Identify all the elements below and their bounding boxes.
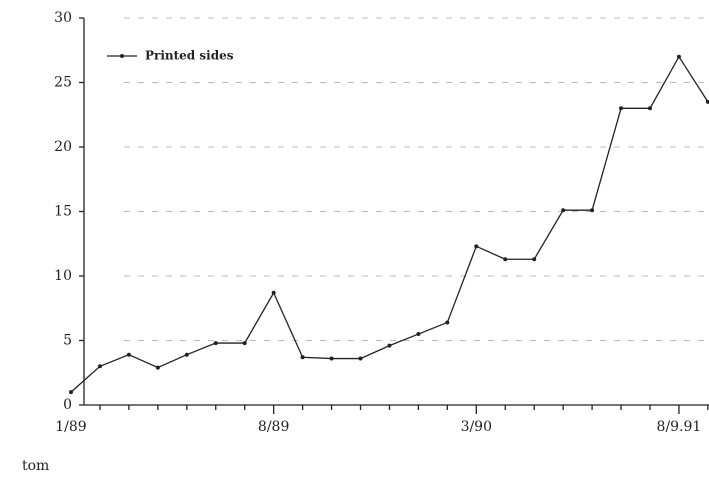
x-tick-label: 3/90 <box>461 419 492 435</box>
point <box>676 54 681 59</box>
point <box>213 341 218 346</box>
annotation: tom <box>22 458 49 474</box>
y-tick-label: 5 <box>63 333 72 349</box>
point <box>474 244 479 249</box>
y-tick-label: 25 <box>54 75 72 91</box>
point <box>387 343 392 348</box>
legend-marker <box>120 54 124 58</box>
x-tick-label: 8/9.91 <box>657 419 702 435</box>
point <box>184 352 189 357</box>
y-tick-label: 30 <box>54 10 72 26</box>
legend-label: Printed sides <box>145 49 234 63</box>
y-tick-label: 15 <box>54 204 72 220</box>
point <box>358 356 363 361</box>
plot <box>69 54 709 395</box>
y-tick-label: 20 <box>54 139 72 155</box>
point <box>503 257 508 262</box>
point <box>705 99 709 104</box>
point <box>445 320 450 325</box>
point <box>97 364 102 369</box>
point <box>532 257 537 262</box>
point <box>561 208 566 213</box>
point <box>126 352 131 357</box>
point <box>329 356 334 361</box>
y-tick-label: 10 <box>54 268 72 284</box>
point <box>300 355 305 360</box>
line <box>70 55 709 393</box>
point <box>155 365 160 370</box>
point <box>242 341 247 346</box>
y-tick-label: 0 <box>63 397 72 413</box>
point <box>271 290 276 295</box>
point <box>416 332 421 337</box>
point <box>590 208 595 213</box>
x-tick-label: 1/89 <box>55 419 86 435</box>
x-tick-label: 8/89 <box>258 419 289 435</box>
point <box>619 106 624 111</box>
point <box>648 106 652 111</box>
point <box>69 390 73 395</box>
